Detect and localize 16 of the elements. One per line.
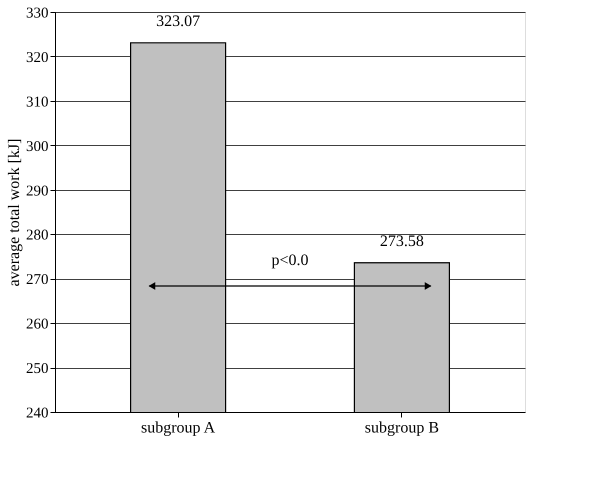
y-tick-label: 320	[26, 50, 48, 66]
y-tick-label: 290	[26, 183, 48, 200]
data-label: 273.58	[380, 232, 424, 250]
y-tick-label: 310	[26, 94, 48, 110]
y-tick-label: 250	[26, 361, 48, 378]
y-tick-label: 240	[26, 406, 48, 422]
y-tick-label: 330	[26, 6, 48, 22]
y-tick-label: 270	[26, 272, 48, 288]
y-axis-title: average total work [kJ]	[6, 138, 23, 286]
x-tick-label: subgroup A	[140, 420, 216, 436]
y-tick-label: 280	[26, 228, 48, 244]
data-label: 323.07	[156, 12, 200, 30]
x-tick-label: subgroup B	[364, 420, 440, 436]
y-tick-label: 300	[26, 138, 48, 155]
y-tick-label: 260	[26, 316, 48, 333]
annotation: p<0.0	[271, 252, 309, 269]
